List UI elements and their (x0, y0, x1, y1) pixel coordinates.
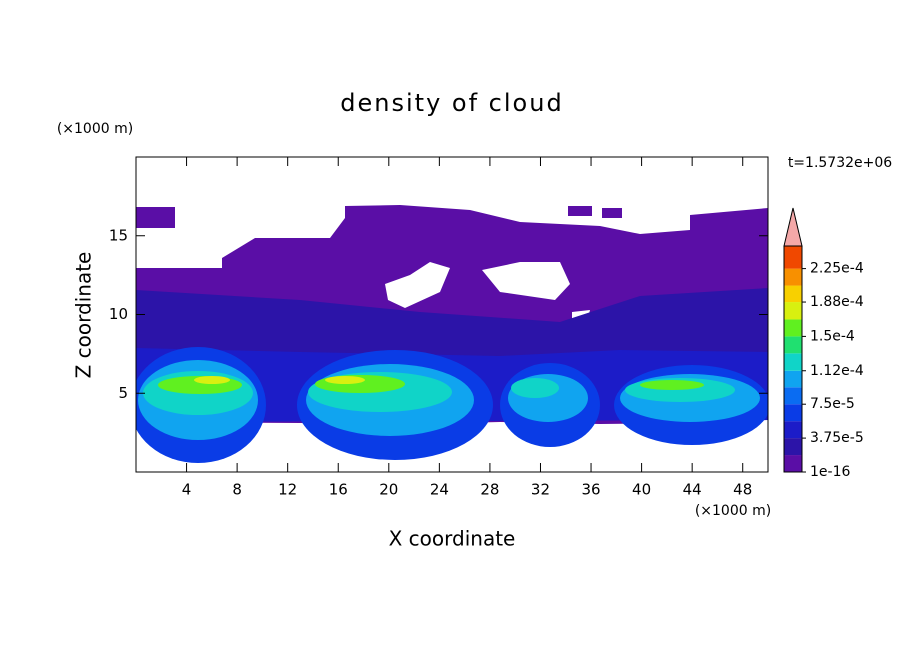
colorbar-tick-label: 1e-16 (810, 464, 850, 480)
colorbar-band (784, 302, 802, 320)
x-tick-label: 44 (683, 481, 702, 499)
time-annotation: t=1.5732e+06 (788, 155, 892, 171)
x-tick-label: 20 (379, 481, 398, 499)
x-axis-label: X coordinate (389, 527, 516, 551)
colorbar-tick-label: 2.25e-4 (810, 261, 864, 277)
colorbar-extension (783, 207, 803, 247)
colorbar-band (784, 387, 802, 405)
contour-field (136, 205, 768, 463)
x-tick-label: 8 (232, 481, 242, 499)
colorbar-band (784, 285, 802, 303)
colorbar-tick-label: 1.5e-4 (810, 328, 855, 344)
y-tick-label: 10 (109, 305, 128, 323)
colorbar-band (784, 336, 802, 354)
colorbar-band (784, 246, 802, 269)
colorbar-band (784, 455, 802, 472)
y-tick-label: 15 (109, 226, 128, 244)
x-tick-label: 16 (329, 481, 348, 499)
chart-title: density of cloud (340, 89, 563, 117)
colorbar-band (784, 421, 802, 439)
colorbar-band (784, 438, 802, 456)
colorbar-band (784, 353, 802, 371)
cloud-hole (385, 262, 590, 326)
colorbar-band (784, 404, 802, 422)
colorbar-tick-label: 1.88e-4 (810, 294, 864, 310)
x-tick-label: 28 (480, 481, 499, 499)
x-unit: (×1000 m) (695, 503, 771, 519)
x-tick-label: 36 (581, 481, 600, 499)
x-tick-label: 4 (182, 481, 192, 499)
colorbar-frame (783, 245, 803, 473)
x-tick-label: 32 (531, 481, 550, 499)
x-tick-label: 48 (733, 481, 752, 499)
cloud-cell (136, 347, 768, 463)
colorbar-band (784, 370, 802, 388)
colorbar-tick-label: 7.5e-5 (810, 396, 855, 412)
y-unit: (×1000 m) (57, 121, 133, 137)
y-axis-label: Z coordinate (72, 252, 96, 379)
colorbar-tick-label: 1.12e-4 (810, 363, 864, 379)
colorbar-band (784, 319, 802, 337)
colorbar-band (784, 268, 802, 286)
x-tick-label: 12 (278, 481, 297, 499)
colorbar-tick-label: 3.75e-5 (810, 430, 864, 446)
x-tick-label: 40 (632, 481, 651, 499)
y-tick-label: 5 (118, 384, 128, 402)
x-tick-label: 24 (430, 481, 449, 499)
